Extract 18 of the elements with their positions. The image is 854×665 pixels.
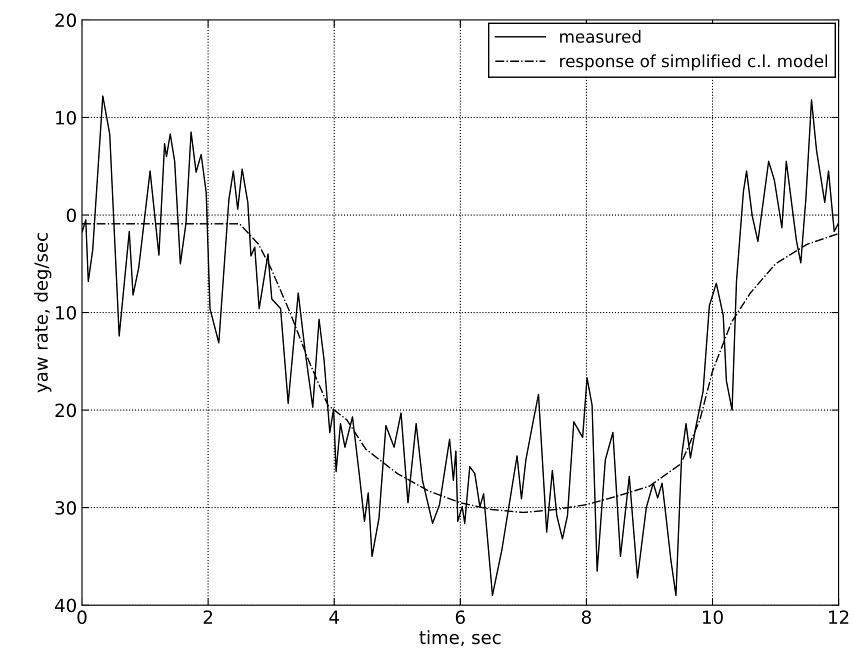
x-tick-label: 10	[703, 610, 723, 624]
y-tick-label: 0	[66, 208, 76, 222]
y-tick-label: 30	[56, 501, 76, 515]
legend-label: response of simplified c.l. model	[560, 54, 828, 71]
x-tick-label: 8	[582, 610, 591, 624]
x-tick-label: 2	[204, 610, 212, 624]
x-tick-label: 0	[77, 610, 87, 624]
y-tick-label: 40	[55, 598, 76, 612]
y-tick-label: 10	[56, 306, 76, 320]
x-tick-label: 4	[329, 610, 339, 624]
y-tick-label: 10	[56, 110, 76, 125]
y-axis-title: yaw rate, deg/sec	[34, 233, 52, 392]
y-tick-label: 20	[55, 404, 76, 418]
y-tick-label: 20	[55, 13, 76, 28]
x-tick-label: 6	[456, 610, 465, 624]
legend-label: measured	[560, 30, 640, 43]
x-axis-title: time, sec	[419, 630, 501, 646]
x-tick-label: 12	[829, 610, 848, 624]
